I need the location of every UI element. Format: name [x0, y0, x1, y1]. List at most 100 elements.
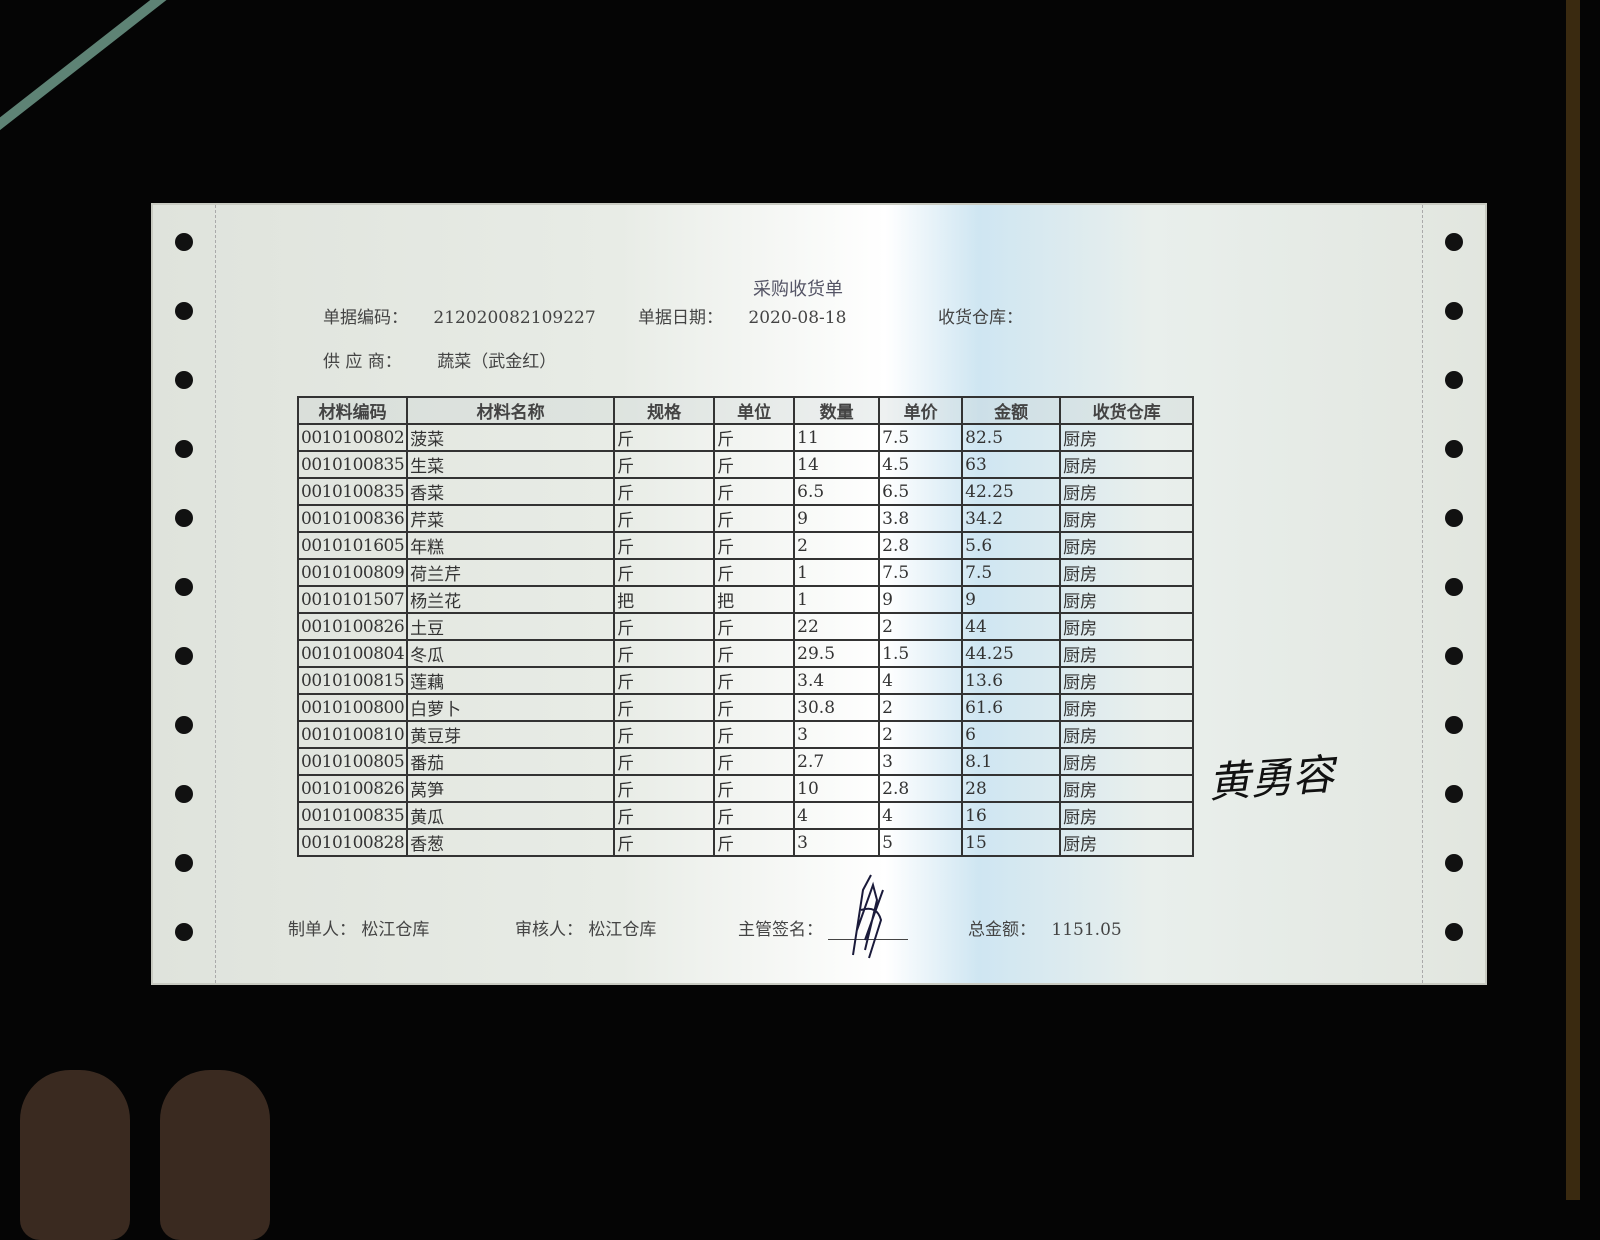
table-cell: 7.5: [961, 558, 1062, 587]
receipt-paper: 采购收货单 单据编码： 212020082109227 单据日期： 2020-0…: [153, 205, 1485, 983]
table-cell: 2: [793, 531, 881, 560]
finger: [20, 1070, 130, 1240]
table-cell: 4.5: [878, 450, 964, 479]
table-cell: 斤: [613, 612, 716, 641]
table-cell: 斤: [713, 693, 796, 722]
table-cell: 9: [961, 585, 1062, 614]
table-header-row: 材料编码 材料名称 规格 单位 数量 单价 金额 收货仓库: [296, 396, 1195, 425]
feed-hole: [1445, 371, 1463, 389]
table-cell: 斤: [613, 666, 716, 695]
table-cell: 斤: [713, 558, 796, 587]
table-cell: 杨兰花: [406, 585, 616, 614]
table-cell: 2.8: [878, 774, 964, 803]
table-cell: 15: [961, 828, 1062, 857]
table-cell: 厨房: [1059, 504, 1195, 533]
table-cell: 0010100826: [296, 612, 409, 641]
reviewer-label: 审核人：: [515, 920, 583, 940]
table-cell: 2.7: [793, 747, 881, 776]
feed-hole: [175, 371, 193, 389]
table-cell: 2: [878, 612, 964, 641]
table-cell: 厨房: [1059, 801, 1195, 830]
table-cell: 厨房: [1059, 531, 1195, 560]
table-cell: 斤: [613, 477, 716, 506]
table-cell: 斤: [713, 504, 796, 533]
table-row: 0010100826 土豆斤斤 22 2 44 厨房: [296, 612, 1195, 641]
table-cell: 4: [878, 801, 964, 830]
table-cell: 1.5: [878, 639, 964, 668]
table-cell: 斤: [713, 747, 796, 776]
feed-hole: [1445, 854, 1463, 872]
table-cell: 0010100802: [296, 423, 409, 452]
reviewer: 松江仓库: [588, 920, 657, 940]
feed-hole: [175, 233, 193, 251]
table-cell: 厨房: [1059, 747, 1195, 776]
table-cell: 14: [793, 450, 881, 479]
table-cell: 莲藕: [406, 666, 616, 695]
table-cell: 白萝卜: [406, 693, 616, 722]
table-cell: 斤: [713, 639, 796, 668]
table-cell: 香葱: [406, 828, 616, 857]
table-cell: 5.6: [961, 531, 1062, 560]
column-header: 金额: [961, 396, 1062, 425]
table-row: 0010100815 莲藕斤斤 3.4 4 13.6 厨房: [296, 666, 1195, 695]
feed-hole: [175, 509, 193, 527]
table-cell: 30.8: [793, 693, 881, 722]
supervisor-label: 主管签名：: [738, 920, 823, 940]
table-cell: 斤: [713, 666, 796, 695]
feed-hole: [1445, 923, 1463, 941]
feed-hole: [175, 854, 193, 872]
table-row: 0010100835 黄瓜斤斤 4 4 16 厨房: [296, 801, 1195, 830]
table-cell: 10: [793, 774, 881, 803]
table-cell: 厨房: [1059, 612, 1195, 641]
table-cell: 5: [878, 828, 964, 857]
table-cell: 斤: [613, 423, 716, 452]
table-cell: 0010100835: [296, 450, 409, 479]
table-cell: 3: [793, 828, 881, 857]
table-cell: 芹菜: [406, 504, 616, 533]
table-cell: 荷兰芹: [406, 558, 616, 587]
table-row: 0010100835 香菜斤斤 6.5 6.5 42.25 厨房: [296, 477, 1195, 506]
table-cell: 29.5: [793, 639, 881, 668]
table-cell: 7.5: [878, 558, 964, 587]
table-row: 0010100809 荷兰芹斤斤 1 7.5 7.5 厨房: [296, 558, 1195, 587]
table-cell: 冬瓜: [406, 639, 616, 668]
table-cell: 斤: [613, 774, 716, 803]
feed-hole: [175, 578, 193, 596]
total-label: 总金额：: [968, 920, 1036, 940]
feed-hole: [1445, 647, 1463, 665]
table-row: 0010100835 生菜斤斤 14 4.5 63 厨房: [296, 450, 1195, 479]
table-cell: 斤: [713, 720, 796, 749]
table-cell: 9: [793, 504, 881, 533]
table-row: 0010100836 芹菜斤斤 9 3.8 34.2 厨房: [296, 504, 1195, 533]
table-cell: 22: [793, 612, 881, 641]
column-header: 材料名称: [406, 396, 616, 425]
table-cell: 斤: [713, 531, 796, 560]
table-cell: 7.5: [878, 423, 964, 452]
table-row: 0010100804 冬瓜斤斤 29.5 1.5 44.25 厨房: [296, 639, 1195, 668]
column-header: 单价: [878, 396, 964, 425]
feed-hole: [1445, 785, 1463, 803]
doc-no-label: 单据编码：: [323, 308, 408, 328]
table-cell: 6.5: [793, 477, 881, 506]
tractor-strip-right: [1422, 205, 1485, 983]
table-cell: 3: [878, 747, 964, 776]
table-cell: 土豆: [406, 612, 616, 641]
table-cell: 0010100826: [296, 774, 409, 803]
feed-hole: [175, 302, 193, 320]
column-header: 数量: [793, 396, 881, 425]
table-cell: 0010100836: [296, 504, 409, 533]
table-cell: 厨房: [1059, 774, 1195, 803]
feed-hole: [175, 923, 193, 941]
finger: [160, 1070, 270, 1240]
total-amount: 1151.05: [1051, 920, 1122, 940]
table-cell: 厨房: [1059, 585, 1195, 614]
column-header: 单位: [713, 396, 796, 425]
table-cell: 斤: [713, 423, 796, 452]
table-cell: 斤: [613, 504, 716, 533]
table-cell: 斤: [713, 774, 796, 803]
table-cell: 厨房: [1059, 477, 1195, 506]
table-cell: 斤: [613, 531, 716, 560]
side-signature: 黄勇容: [1206, 749, 1336, 808]
maker-label: 制单人：: [288, 920, 356, 940]
table-cell: 0010100828: [296, 828, 409, 857]
